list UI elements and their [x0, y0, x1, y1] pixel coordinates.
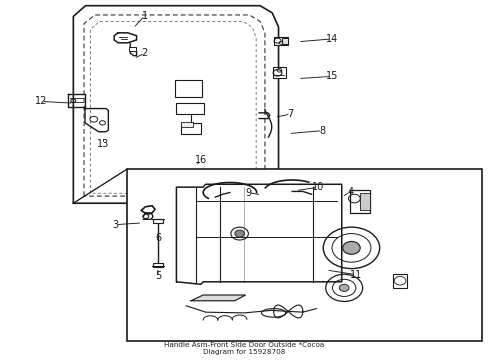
Bar	[350, 190, 369, 212]
Text: 14: 14	[325, 34, 338, 44]
Bar	[274, 37, 287, 45]
Circle shape	[342, 242, 360, 254]
Bar	[282, 38, 287, 44]
Bar	[273, 67, 285, 78]
Bar	[153, 219, 163, 223]
Circle shape	[234, 230, 244, 237]
Text: 5: 5	[155, 271, 161, 282]
Text: 1: 1	[142, 11, 147, 21]
Text: 16: 16	[194, 156, 206, 165]
Text: 7: 7	[287, 109, 293, 119]
Bar	[180, 122, 192, 127]
Bar	[181, 123, 201, 134]
Text: Handle Asm-Front Side Door Outside *Cocoa
Diagram for 15928708: Handle Asm-Front Side Door Outside *Coco…	[164, 342, 324, 355]
Bar	[359, 193, 370, 210]
Text: 15: 15	[325, 71, 338, 81]
Polygon shape	[191, 295, 245, 301]
Text: 2: 2	[142, 48, 148, 58]
Bar	[126, 169, 481, 342]
Text: 9: 9	[245, 188, 251, 198]
Bar	[176, 103, 203, 114]
Text: 12: 12	[35, 96, 47, 107]
Text: 4: 4	[346, 187, 353, 197]
Text: 3: 3	[112, 220, 119, 230]
Bar	[129, 47, 136, 51]
Bar	[175, 80, 202, 97]
Bar	[392, 274, 407, 288]
Text: 8: 8	[319, 126, 325, 136]
Bar	[153, 262, 163, 267]
Circle shape	[339, 284, 348, 292]
Text: 11: 11	[349, 270, 362, 280]
Text: 10: 10	[312, 182, 324, 192]
Text: 6: 6	[155, 233, 161, 243]
Text: 13: 13	[97, 139, 109, 149]
